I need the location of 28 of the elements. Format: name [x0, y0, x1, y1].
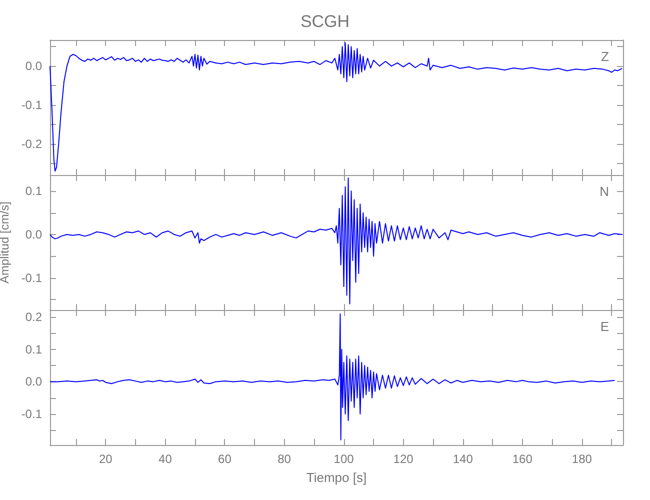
x-tick-label: 140 [452, 452, 474, 466]
x-tick-label: 120 [393, 452, 414, 466]
x-axis-title: Tiempo [s] [306, 470, 367, 485]
y-tick-label: -0.1 [21, 270, 42, 285]
y-axis-title: Amplitud [cm/s] [0, 201, 12, 284]
y-tick-label: 0.1 [25, 184, 42, 198]
x-tick-label: 60 [218, 452, 232, 466]
y-tick-label: 0.0 [25, 59, 42, 74]
y-tick-label: 0.1 [25, 342, 42, 356]
y-tick-label: -0.1 [21, 98, 42, 112]
x-tick-label: 160 [512, 452, 533, 466]
y-tick-label: 0.2 [25, 310, 42, 324]
annotation: N [600, 184, 609, 199]
x-tick-label: 100 [334, 452, 354, 466]
annotation: E [600, 319, 610, 334]
y-tick-label: -0.1 [21, 406, 42, 421]
x-tick-label: 20 [98, 452, 113, 466]
y-tick-label: 0.0 [25, 227, 42, 242]
line-series [50, 178, 623, 304]
line-series [50, 42, 623, 172]
x-tick-label: 80 [278, 452, 292, 466]
chart-title: SCGH [300, 12, 350, 31]
line-series [50, 313, 616, 440]
y-tick-label: 0.0 [25, 374, 42, 389]
x-tick-label: 40 [158, 452, 172, 466]
annotation: Z [601, 49, 610, 64]
x-tick-label: 180 [572, 452, 592, 466]
y-tick-label: -0.2 [21, 136, 42, 151]
